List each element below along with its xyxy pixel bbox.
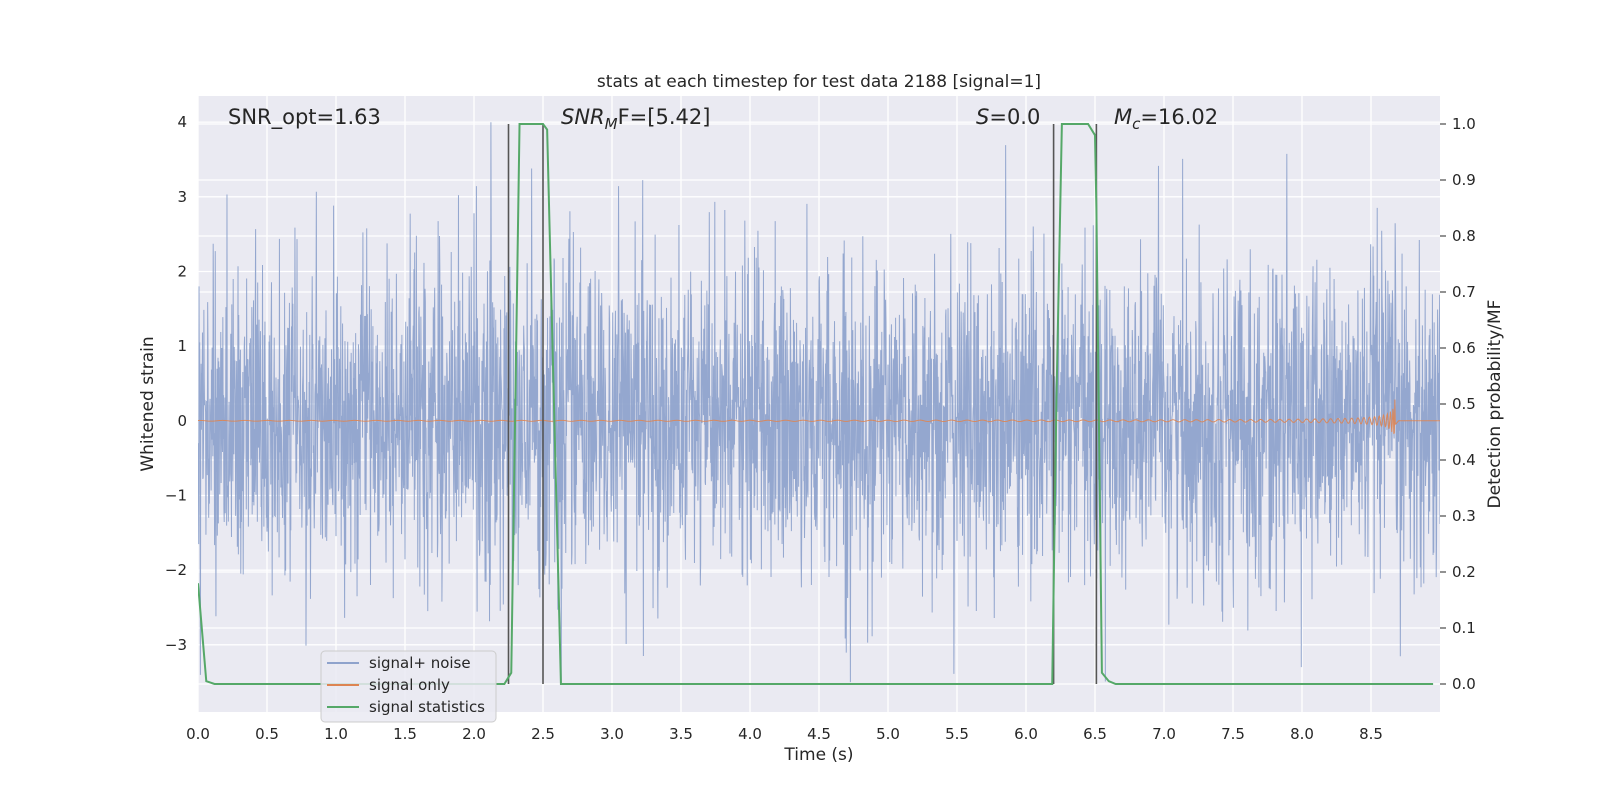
- x-tick-label: 5.0: [876, 725, 900, 743]
- right-tick-label: 0.9: [1452, 171, 1476, 189]
- x-tick-label: 4.0: [738, 725, 762, 743]
- y-axis-label: Whitened strain: [138, 336, 158, 471]
- y-tick-label: −2: [165, 561, 187, 579]
- signal-statistics-line: [198, 123, 1434, 685]
- y-tick-label: 4: [177, 113, 187, 131]
- legend-label-signal-noise: signal+ noise: [369, 654, 471, 672]
- annotation-snr-opt: SNR_opt=1.63: [228, 105, 381, 130]
- right-tick-label: 0.1: [1452, 619, 1476, 637]
- legend-label-signal-only: signal only: [369, 676, 450, 694]
- right-tick-label: 0.6: [1452, 339, 1476, 357]
- annotation-chirp-mass-sub: c: [1132, 115, 1141, 133]
- signal-statistics-series: [198, 123, 1434, 685]
- annotation-s-main: S: [976, 105, 989, 129]
- y-tick-label: −3: [165, 636, 187, 654]
- annotation-s: S=0.0: [976, 105, 1040, 129]
- annotation-snr-mf-main: SNR: [561, 105, 605, 129]
- y-tick-label: 0: [177, 412, 187, 430]
- y-axis-ticks: −3 −2 −1 0 1 2 3 4: [165, 113, 187, 654]
- x-axis-label: Time (s): [783, 745, 853, 765]
- x-tick-label: 0.5: [255, 725, 279, 743]
- right-tick-label: 1.0: [1452, 115, 1476, 133]
- annotation-snr-mf-tail: F=[5.42]: [618, 105, 711, 129]
- y-tick-label: 1: [177, 337, 187, 355]
- x-tick-label: 7.5: [1221, 725, 1245, 743]
- x-tick-label: 8.0: [1290, 725, 1314, 743]
- legend-label-signal-statistics: signal statistics: [369, 698, 485, 716]
- legend: signal+ noise signal only signal statist…: [320, 650, 497, 723]
- x-tick-label: 5.5: [945, 725, 969, 743]
- annotation-s-tail: =0.0: [989, 105, 1040, 129]
- annotation-chirp-mass: Mc=16.02: [1114, 105, 1218, 133]
- right-tick-label: 0.4: [1452, 451, 1476, 469]
- signal-noise-series: [198, 122, 1440, 683]
- y-tick-label: −1: [165, 486, 187, 504]
- chart-title: stats at each timestep for test data 218…: [597, 72, 1041, 92]
- right-tick-label: 0.2: [1452, 563, 1476, 581]
- right-tick-label: 0.8: [1452, 227, 1476, 245]
- legend-box: [320, 650, 497, 723]
- annotation-snr-mf-sub: M: [605, 115, 618, 133]
- right-tick-label: 0.5: [1452, 395, 1476, 413]
- x-axis-ticks: 0.0 0.5 1.0 1.5 2.0 2.5 3.0 3.5 4.0 4.5 5.0 5.5 6.0 6…: [186, 725, 1383, 743]
- x-tick-label: 6.0: [1014, 725, 1038, 743]
- x-tick-label: 8.5: [1359, 725, 1383, 743]
- x-tick-label: 6.5: [1083, 725, 1107, 743]
- x-tick-label: 4.5: [807, 725, 831, 743]
- signal-noise-line: [198, 122, 1440, 683]
- signal-only-line: [198, 399, 1440, 434]
- x-tick-label: 3.5: [669, 725, 693, 743]
- x-tick-label: 1.0: [324, 725, 348, 743]
- annotation-chirp-mass-tail: =16.02: [1140, 105, 1218, 129]
- right-axis-label: Detection probability/MF: [1485, 300, 1505, 509]
- x-tick-label: 7.0: [1152, 725, 1176, 743]
- annotation-chirp-mass-main: M: [1114, 105, 1132, 129]
- x-tick-label: 3.0: [600, 725, 624, 743]
- right-tick-label: 0.0: [1452, 675, 1476, 693]
- x-tick-label: 2.0: [462, 725, 486, 743]
- y-tick-label: 2: [177, 262, 187, 280]
- right-tick-label: 0.7: [1452, 283, 1476, 301]
- x-tick-label: 2.5: [531, 725, 555, 743]
- signal-only-series: [198, 399, 1440, 434]
- right-axis-ticks: 0.0 0.1 0.2 0.3 0.4 0.5 0.6 0.7 0.8 0.9 1.0: [1440, 115, 1476, 693]
- annotation-snr-mf: SNRMF=[5.42]: [561, 105, 710, 133]
- right-tick-label: 0.3: [1452, 507, 1476, 525]
- y-tick-label: 3: [177, 188, 187, 206]
- x-tick-label: 1.5: [393, 725, 417, 743]
- x-tick-label: 0.0: [186, 725, 210, 743]
